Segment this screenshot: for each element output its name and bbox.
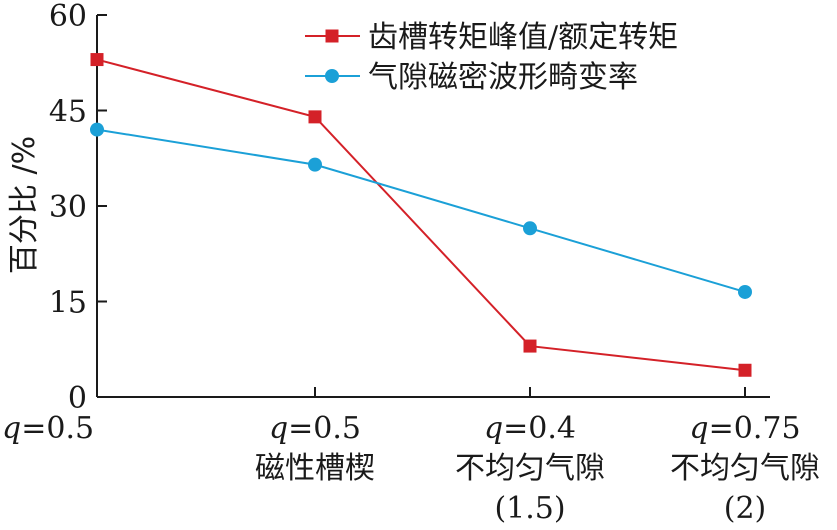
y-tick-label: 30	[49, 190, 87, 225]
x-ticks: q=0.5 q=0.5 磁性槽楔 q=0.4 不均匀气隙 (1.5) q=0.75 不均匀气隙…	[2, 387, 820, 526]
x-category-sublabel: 磁性槽楔	[255, 451, 375, 486]
y-ticks: 0 15 30 45 60	[49, 0, 107, 416]
data-point	[90, 122, 104, 137]
x-category-sublabel: 不均匀气隙	[670, 451, 820, 486]
legend-item: 齿槽转矩峰值/额定转矩	[305, 20, 678, 55]
x-category-label: q=0.75	[689, 411, 800, 446]
x-category-label: q=0.5	[2, 411, 94, 446]
series-1	[90, 53, 752, 377]
x-category-note: (2)	[724, 491, 767, 526]
x-category-label: q=0.5	[269, 411, 361, 446]
data-point	[738, 363, 752, 377]
data-point	[308, 157, 322, 172]
legend-item: 气隙磁密波形畸变率	[305, 60, 638, 95]
y-tick-label: 15	[49, 286, 87, 321]
series-line	[96, 58, 746, 372]
data-point	[90, 53, 104, 67]
legend-label: 气隙磁密波形畸变率	[368, 60, 638, 95]
series-layer	[90, 53, 752, 377]
legend-label: 齿槽转矩峰值/额定转矩	[368, 20, 678, 55]
x-category-label: q=0.4	[484, 411, 576, 446]
series-line	[96, 128, 746, 293]
data-point	[523, 221, 537, 236]
legend-swatch-marker	[325, 29, 339, 43]
x-category-note: (1.5)	[494, 491, 565, 526]
y-tick-label: 0	[68, 381, 87, 416]
data-point	[738, 284, 752, 299]
legend-swatch-marker	[325, 69, 339, 83]
y-tick-label: 45	[49, 95, 87, 130]
x-category-sublabel: 不均匀气隙	[455, 451, 605, 486]
series-2	[90, 122, 752, 299]
y-tick-label: 60	[49, 0, 87, 34]
data-point	[308, 110, 322, 124]
data-point	[523, 339, 537, 353]
y-axis-title: 百分比 /%	[7, 136, 42, 274]
